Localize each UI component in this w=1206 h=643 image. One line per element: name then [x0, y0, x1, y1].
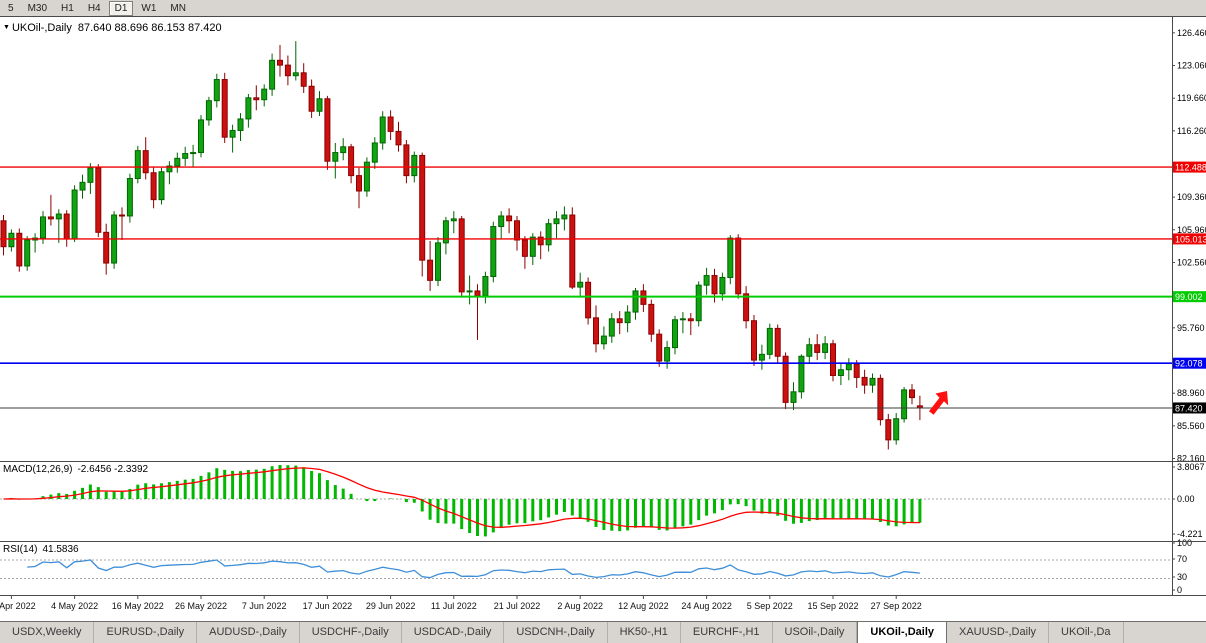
svg-text:99.002: 99.002 — [1175, 292, 1203, 302]
svg-text:92.078: 92.078 — [1175, 359, 1203, 369]
chart-symbol-label: UKOil-,Daily — [11, 22, 72, 34]
timeframe-button-w1[interactable]: W1 — [141, 2, 157, 14]
chart-tab-9[interactable]: UKOil-,Daily — [857, 622, 947, 643]
svg-text:126.460: 126.460 — [1177, 28, 1206, 38]
timeframe-button-d1[interactable]: D1 — [108, 0, 134, 16]
timeframe-button-mn[interactable]: MN — [170, 2, 186, 14]
price-axis[interactable]: 126.460 123.060 119.660 116.260 109.360 105.9… — [1172, 28, 1206, 464]
svg-text:-4.221: -4.221 — [1177, 529, 1203, 539]
svg-text:105.013: 105.013 — [1175, 234, 1206, 244]
svg-text:24 Aug 2022: 24 Aug 2022 — [681, 601, 732, 611]
svg-text:4 May 2022: 4 May 2022 — [51, 601, 98, 611]
chart-tab-3[interactable]: USDCHF-,Daily — [300, 622, 402, 643]
svg-text:11 Jul 2022: 11 Jul 2022 — [431, 601, 477, 611]
timeframe-button-h1[interactable]: H1 — [61, 2, 74, 14]
svg-text:7 Jun 2022: 7 Jun 2022 — [242, 601, 287, 611]
rsi-panel: 100 70 30 0 — [0, 538, 1192, 595]
chart-title: ▼ UKOil-,Daily 87.640 88.696 86.153 87.420 — [3, 22, 222, 34]
buy-arrow-icon[interactable] — [929, 391, 949, 415]
svg-text:85.560: 85.560 — [1177, 421, 1205, 431]
chart-tab-0[interactable]: USDX,Weekly — [0, 622, 95, 643]
svg-text:95.760: 95.760 — [1177, 323, 1205, 333]
chart-tab-10[interactable]: XAUUSD-,Daily — [947, 622, 1050, 643]
timeframe-toolbar: 5 M30 H1 H4 D1 W1 MN — [0, 0, 1206, 17]
chart-tab-1[interactable]: EURUSD-,Daily — [94, 622, 198, 643]
chart-marker-icon: ▼ — [3, 24, 10, 31]
svg-text:3.8067: 3.8067 — [1177, 462, 1205, 472]
svg-text:102.560: 102.560 — [1177, 257, 1206, 267]
chart-tab-6[interactable]: HK50-,H1 — [608, 622, 681, 643]
timeframe-button-h4[interactable]: H4 — [87, 2, 101, 14]
svg-text:0: 0 — [1177, 585, 1182, 595]
chart-tab-5[interactable]: USDCNH-,Daily — [504, 622, 608, 643]
svg-text:21 Jul 2022: 21 Jul 2022 — [494, 601, 541, 611]
chart-canvas[interactable]: 112.488105.01399.00292.07887.420126.4601… — [0, 17, 1206, 621]
chart-tab-8[interactable]: USOil-,Daily — [773, 622, 858, 643]
rsi-values: 41.5836 — [42, 544, 79, 555]
svg-text:116.260: 116.260 — [1177, 126, 1206, 136]
svg-text:5 Sep 2022: 5 Sep 2022 — [747, 601, 793, 611]
macd-panel: 3.8067 0.00 -4.221 — [0, 462, 1205, 539]
svg-text:17 Jun 2022: 17 Jun 2022 — [303, 601, 353, 611]
svg-text:100: 100 — [1177, 538, 1192, 548]
candles-group — [0, 41, 923, 450]
svg-text:16 May 2022: 16 May 2022 — [112, 601, 164, 611]
chart-tab-2[interactable]: AUDUSD-,Daily — [197, 622, 300, 643]
rsi-name: RSI(14) — [3, 544, 38, 555]
svg-text:82.160: 82.160 — [1177, 454, 1205, 464]
svg-text:22 Apr 2022: 22 Apr 2022 — [0, 601, 36, 611]
svg-text:2 Aug 2022: 2 Aug 2022 — [557, 601, 603, 611]
svg-text:30: 30 — [1177, 572, 1187, 582]
svg-text:15 Sep 2022: 15 Sep 2022 — [807, 601, 858, 611]
timeframe-button-m30[interactable]: M30 — [27, 2, 48, 14]
macd-name: MACD(12,26,9) — [3, 464, 73, 475]
chart-tab-7[interactable]: EURCHF-,H1 — [681, 622, 773, 643]
svg-text:70: 70 — [1177, 554, 1187, 564]
svg-text:123.060: 123.060 — [1177, 61, 1206, 71]
chart-tab-11[interactable]: UKOil-,Da — [1049, 622, 1124, 643]
timeframe-button-5[interactable]: 5 — [8, 2, 14, 14]
svg-text:112.488: 112.488 — [1175, 163, 1206, 173]
chart-tab-4[interactable]: USDCAD-,Daily — [402, 622, 505, 643]
symbol-tabbar: USDX,Weekly EURUSD-,Daily AUDUSD-,Daily USD… — [0, 621, 1206, 643]
svg-text:29 Jun 2022: 29 Jun 2022 — [366, 601, 416, 611]
panel-separators — [0, 17, 1206, 596]
macd-indicator-label: MACD(12,26,9) -2.6456 -2.3392 — [3, 464, 148, 475]
chart-ohlc-values: 87.640 88.696 86.153 87.420 — [77, 22, 222, 34]
svg-text:0.00: 0.00 — [1177, 494, 1195, 504]
svg-text:87.420: 87.420 — [1175, 403, 1203, 413]
svg-text:109.360: 109.360 — [1177, 192, 1206, 202]
svg-text:26 May 2022: 26 May 2022 — [175, 601, 227, 611]
rsi-indicator-label: RSI(14) 41.5836 — [3, 544, 79, 555]
chart-window: 112.488105.01399.00292.07887.420126.4601… — [0, 17, 1206, 621]
svg-text:88.960: 88.960 — [1177, 388, 1205, 398]
svg-text:105.960: 105.960 — [1177, 225, 1206, 235]
hlines-group[interactable]: 112.488 105.013 99.002 92.078 87.420 — [0, 161, 1206, 414]
svg-text:27 Sep 2022: 27 Sep 2022 — [871, 601, 922, 611]
time-axis[interactable]: 22 Apr 2022 4 May 2022 16 May 2022 26 May 2… — [0, 595, 922, 612]
svg-text:119.660: 119.660 — [1177, 93, 1206, 103]
svg-text:12 Aug 2022: 12 Aug 2022 — [618, 601, 669, 611]
macd-values: -2.6456 -2.3392 — [77, 464, 149, 475]
